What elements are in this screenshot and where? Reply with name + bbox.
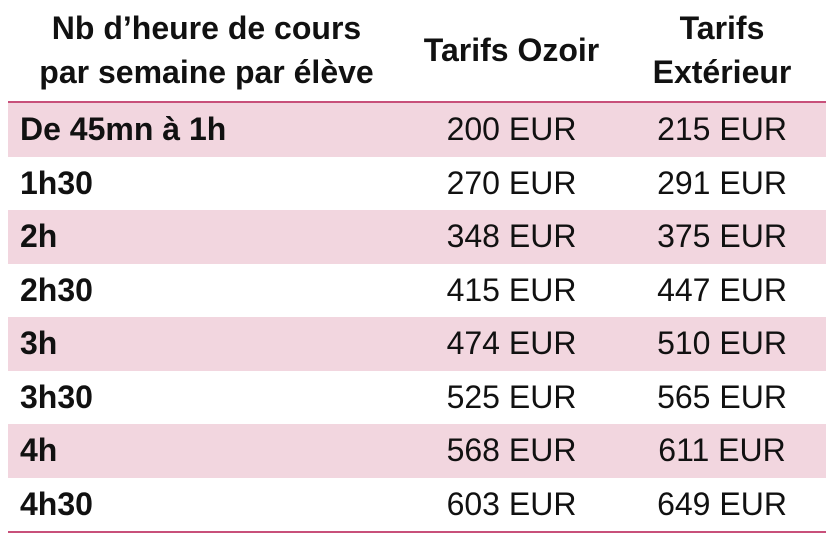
header-tarifs-ozoir: Tarifs Ozoir (423, 32, 600, 68)
header-tarifs-exterieur: Tarifs Extérieur (652, 10, 792, 90)
exterieur-price-cell: 375 EUR (657, 218, 787, 254)
table-row: 3h 474 EUR 510 EUR (8, 317, 826, 371)
ozoir-price-cell: 603 EUR (446, 485, 577, 522)
duration-cell: 2h30 (20, 271, 93, 308)
table-row: 2h30 415 EUR 447 EUR (8, 263, 826, 317)
table-row: 3h30 525 EUR 565 EUR (8, 370, 826, 424)
ozoir-price-cell: 200 EUR (446, 111, 577, 147)
ozoir-price-cell: 474 EUR (446, 325, 577, 361)
header-hours-per-week: Nb d’heure de cours par semaine par élèv… (39, 10, 374, 90)
pricing-table: Nb d’heure de cours par semaine par élèv… (8, 0, 826, 541)
exterieur-price-cell: 611 EUR (658, 432, 786, 468)
duration-cell: 2h (20, 218, 58, 254)
duration-cell: 4h (20, 432, 58, 468)
table-row: 4h30 603 EUR 649 EUR (8, 477, 826, 531)
table-row: De 45mn à 1h 200 EUR 215 EUR (8, 103, 826, 157)
table-body: De 45mn à 1h 200 EUR 215 EUR 1h30 270 EU… (8, 103, 826, 531)
exterieur-price-cell: 510 EUR (657, 325, 787, 361)
table-row: 2h 348 EUR 375 EUR (8, 210, 826, 264)
duration-cell: 1h30 (20, 164, 93, 201)
ozoir-price-cell: 270 EUR (446, 164, 577, 201)
ozoir-price-cell: 348 EUR (446, 218, 577, 254)
ozoir-price-cell: 415 EUR (446, 271, 577, 308)
duration-cell: 4h30 (20, 485, 93, 522)
exterieur-price-cell: 291 EUR (657, 164, 787, 201)
exterieur-price-cell: 215 EUR (657, 111, 787, 147)
bottom-rule (8, 531, 826, 533)
table-header: Nb d’heure de cours par semaine par élèv… (8, 0, 826, 103)
ozoir-price-cell: 525 EUR (446, 378, 577, 415)
ozoir-price-cell: 568 EUR (446, 432, 577, 468)
table-row: 4h 568 EUR 611 EUR (8, 424, 826, 478)
duration-cell: 3h (20, 325, 58, 361)
exterieur-price-cell: 565 EUR (657, 378, 787, 415)
table-row: 1h30 270 EUR 291 EUR (8, 156, 826, 210)
exterieur-price-cell: 447 EUR (657, 271, 787, 308)
exterieur-price-cell: 649 EUR (657, 485, 787, 522)
duration-cell: De 45mn à 1h (20, 111, 227, 147)
duration-cell: 3h30 (20, 378, 93, 415)
